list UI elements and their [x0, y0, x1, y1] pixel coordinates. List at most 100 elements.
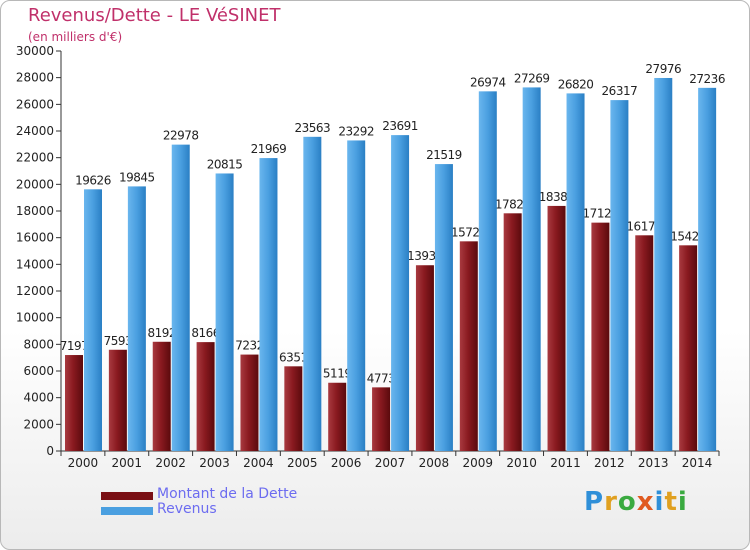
bar-dette — [503, 213, 522, 451]
bar-dette — [372, 387, 391, 451]
data-label-dette: 15426 — [670, 229, 706, 243]
bar-revenus — [654, 77, 673, 451]
data-label-revenus: 20815 — [207, 157, 243, 171]
bar-revenus — [434, 164, 453, 451]
y-tick-label: 18000 — [16, 204, 54, 218]
bar-revenus — [347, 140, 366, 451]
y-tick-label: 16000 — [16, 231, 54, 245]
y-tick-label: 10000 — [16, 311, 54, 325]
y-tick-label: 12000 — [16, 284, 54, 298]
bar-dette — [284, 366, 303, 451]
x-tick-label: 2012 — [594, 456, 625, 470]
data-label-dette: 17127 — [583, 207, 619, 221]
x-tick-label: 2004 — [243, 456, 274, 470]
x-tick-label: 2000 — [68, 456, 99, 470]
bar-revenus — [610, 100, 629, 452]
x-tick-label: 2001 — [112, 456, 143, 470]
bar-revenus — [698, 87, 717, 451]
data-label-revenus: 22978 — [163, 129, 199, 143]
bar-dette — [65, 355, 83, 451]
data-label-revenus: 19626 — [75, 173, 111, 187]
bar-revenus — [522, 87, 541, 451]
bar-dette — [240, 354, 259, 451]
data-label-revenus: 21969 — [251, 142, 287, 156]
x-tick-label: 2005 — [287, 456, 318, 470]
data-label-revenus: 27976 — [645, 62, 681, 76]
bar-revenus — [391, 135, 410, 451]
data-label-dette: 7232 — [235, 339, 264, 353]
data-label-revenus: 21519 — [426, 148, 462, 162]
x-tick-label: 2011 — [550, 456, 581, 470]
data-label-dette: 8166 — [191, 326, 220, 340]
bar-dette — [328, 382, 347, 451]
data-label-dette: 7197 — [60, 339, 89, 353]
bar-revenus — [84, 189, 102, 451]
data-label-dette: 4773 — [367, 371, 396, 385]
data-label-dette: 18381 — [539, 190, 575, 204]
y-tick-label: 26000 — [16, 97, 54, 111]
y-tick-label: 4000 — [23, 391, 54, 405]
data-label-dette: 13932 — [407, 249, 443, 263]
x-tick-label: 2002 — [155, 456, 186, 470]
chart-data-labels: 19626 19845 22978 20815 21969 23563 23292 23691… — [75, 62, 725, 187]
bar-revenus — [478, 91, 497, 451]
legend-label-revenus: Revenus — [157, 501, 217, 517]
y-tick-label: 8000 — [23, 337, 54, 351]
proxiti-logo: Proxiti — [584, 487, 688, 517]
data-label-revenus: 19845 — [119, 170, 155, 184]
legend-swatch-revenus — [101, 507, 153, 515]
chart-subtitle: (en milliers d'€) — [28, 30, 123, 44]
bar-dette — [415, 265, 434, 451]
x-tick-label: 2013 — [638, 456, 669, 470]
bar-dette — [635, 235, 654, 451]
y-tick-label: 6000 — [23, 364, 54, 378]
legend-swatch-dette — [101, 492, 153, 500]
data-label-revenus: 23563 — [294, 121, 330, 135]
bar-dette — [196, 342, 215, 451]
legend-label-dette: Montant de la Dette — [157, 486, 298, 502]
bar-dette — [679, 245, 698, 451]
data-label-dette: 6351 — [279, 350, 308, 364]
x-tick-label: 2008 — [419, 456, 450, 470]
data-label-dette: 8192 — [147, 326, 176, 340]
bar-dette — [591, 222, 610, 451]
data-label-dette: 7593 — [104, 334, 133, 348]
data-label-revenus: 27236 — [689, 72, 725, 86]
data-label-revenus: 26820 — [558, 77, 594, 91]
chart-title: Revenus/Dette - LE VéSINET — [28, 5, 281, 26]
data-label-dette: 15725 — [451, 225, 487, 239]
bar-revenus — [566, 93, 585, 452]
x-tick-label: 2003 — [199, 456, 230, 470]
bar-revenus — [127, 186, 146, 451]
y-tick-label: 0 — [46, 444, 54, 458]
y-tick-label: 14000 — [16, 257, 54, 271]
x-tick-label: 2014 — [682, 456, 713, 470]
data-label-revenus: 26317 — [602, 84, 638, 98]
x-tick-label: 2007 — [375, 456, 406, 470]
y-tick-label: 22000 — [16, 151, 54, 165]
y-tick-label: 28000 — [16, 71, 54, 85]
bar-revenus — [171, 144, 190, 452]
x-tick-label: 2006 — [331, 456, 362, 470]
bar-dette — [547, 205, 566, 451]
data-label-dette: 17827 — [495, 197, 531, 211]
bar-revenus — [215, 173, 234, 451]
bar-dette — [459, 241, 478, 451]
x-tick-label: 2010 — [506, 456, 537, 470]
data-label-dette: 5119 — [323, 367, 352, 381]
chart-bars — [65, 77, 717, 452]
bar-revenus — [303, 136, 322, 451]
x-tick-label: 2009 — [462, 456, 493, 470]
y-tick-label: 2000 — [23, 417, 54, 431]
data-label-revenus: 23292 — [338, 124, 374, 138]
bar-dette — [108, 349, 127, 451]
data-label-dette: 16177 — [626, 219, 662, 233]
y-tick-label: 20000 — [16, 177, 54, 191]
y-tick-label: 24000 — [16, 124, 54, 138]
data-label-revenus: 23691 — [382, 119, 418, 133]
data-label-revenus: 27269 — [514, 71, 550, 85]
y-tick-label: 30000 — [16, 44, 54, 58]
bar-dette — [152, 341, 171, 451]
